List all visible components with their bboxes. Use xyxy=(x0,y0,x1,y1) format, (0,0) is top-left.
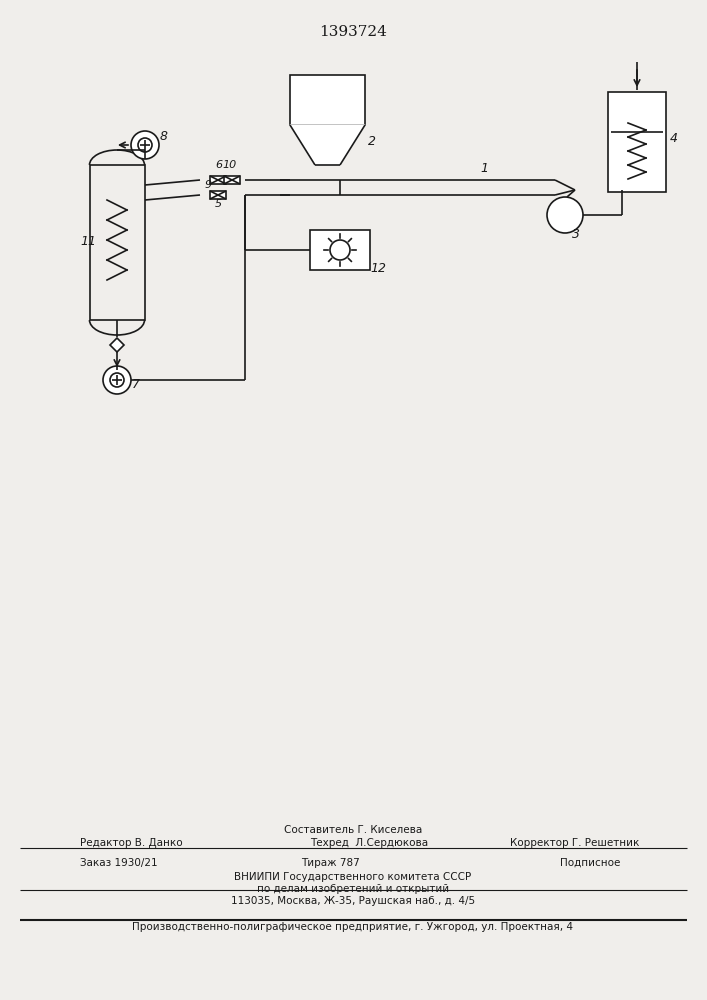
Text: 1: 1 xyxy=(480,162,488,175)
Bar xyxy=(290,75,365,125)
Bar xyxy=(608,92,666,192)
Text: 4: 4 xyxy=(670,132,678,145)
Polygon shape xyxy=(110,338,124,352)
Text: ВНИИПИ Государственного комитета СССР: ВНИИПИ Государственного комитета СССР xyxy=(235,872,472,882)
Bar xyxy=(210,191,226,199)
Text: Техред  Л.Сердюкова: Техред Л.Сердюкова xyxy=(310,838,428,848)
Text: 9: 9 xyxy=(205,180,212,190)
Bar xyxy=(90,165,145,320)
Text: 7: 7 xyxy=(132,378,140,391)
Text: 2: 2 xyxy=(368,135,376,148)
Text: по делам изобретений и открытий: по делам изобретений и открытий xyxy=(257,884,449,894)
Text: 5: 5 xyxy=(215,199,222,209)
Circle shape xyxy=(547,197,583,233)
Text: Составитель Г. Киселева: Составитель Г. Киселева xyxy=(284,825,422,835)
Text: 12: 12 xyxy=(370,262,386,275)
Bar xyxy=(224,176,240,184)
Bar xyxy=(210,176,226,184)
Text: 6: 6 xyxy=(215,160,222,170)
Text: Заказ 1930/21: Заказ 1930/21 xyxy=(80,858,158,868)
Text: 113035, Москва, Ж-35, Раушская наб., д. 4/5: 113035, Москва, Ж-35, Раушская наб., д. … xyxy=(231,896,475,906)
Bar xyxy=(310,230,370,270)
Text: 11: 11 xyxy=(80,235,96,248)
Circle shape xyxy=(131,131,159,159)
Text: Корректор Г. Решетник: Корректор Г. Решетник xyxy=(510,838,639,848)
Text: 3: 3 xyxy=(572,228,580,241)
Text: Редактор В. Данко: Редактор В. Данко xyxy=(80,838,182,848)
Text: 10: 10 xyxy=(222,160,236,170)
Text: Подписное: Подписное xyxy=(560,858,620,868)
Circle shape xyxy=(103,366,131,394)
Text: Производственно-полиграфическое предприятие, г. Ужгород, ул. Проектная, 4: Производственно-полиграфическое предприя… xyxy=(132,922,573,932)
Text: Тираж 787: Тираж 787 xyxy=(300,858,359,868)
Polygon shape xyxy=(290,125,365,165)
Text: 8: 8 xyxy=(160,130,168,143)
Text: 1393724: 1393724 xyxy=(319,25,387,39)
